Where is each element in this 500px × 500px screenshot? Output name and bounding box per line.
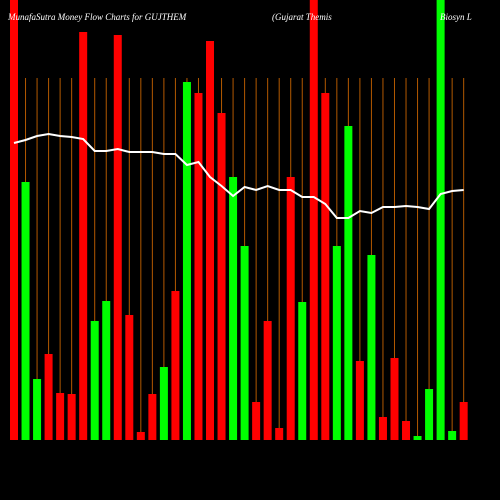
bar — [332, 246, 341, 440]
bar — [413, 436, 422, 440]
chart-subtitle: (Gujarat Themis — [272, 12, 332, 22]
bar — [33, 379, 42, 440]
bar — [240, 246, 249, 440]
bar — [321, 93, 330, 440]
bar — [367, 255, 376, 440]
bar — [194, 93, 203, 440]
bar — [44, 354, 53, 440]
line — [13, 132, 464, 219]
bar — [10, 0, 18, 440]
bar — [67, 394, 76, 440]
bar — [252, 402, 261, 440]
bars — [10, 0, 468, 440]
bar — [136, 432, 145, 440]
bar — [402, 421, 411, 440]
bar — [125, 315, 134, 440]
bar — [217, 113, 226, 440]
bar — [436, 0, 445, 440]
chart-subtitle: Biosyn L — [440, 12, 472, 22]
bar — [21, 182, 30, 440]
bar — [113, 35, 122, 440]
bar — [79, 32, 88, 440]
bar — [102, 301, 111, 440]
bar — [286, 177, 295, 440]
bar — [90, 321, 99, 440]
bar — [448, 431, 457, 440]
chart-title: MunafaSutra Money Flow Charts for GUJTHE… — [7, 12, 187, 22]
bar — [459, 402, 468, 440]
bar — [378, 417, 387, 440]
bar — [159, 367, 168, 440]
bar — [171, 291, 180, 440]
bar — [425, 389, 434, 440]
bar — [229, 177, 238, 440]
bar — [56, 393, 65, 440]
bar — [309, 0, 318, 440]
bar — [344, 126, 353, 440]
bar — [148, 394, 157, 440]
bar — [275, 428, 284, 440]
bar — [182, 82, 191, 440]
bar — [263, 321, 272, 440]
bar — [390, 358, 399, 440]
bar — [206, 41, 215, 440]
bar — [298, 302, 307, 440]
bar — [355, 361, 364, 440]
